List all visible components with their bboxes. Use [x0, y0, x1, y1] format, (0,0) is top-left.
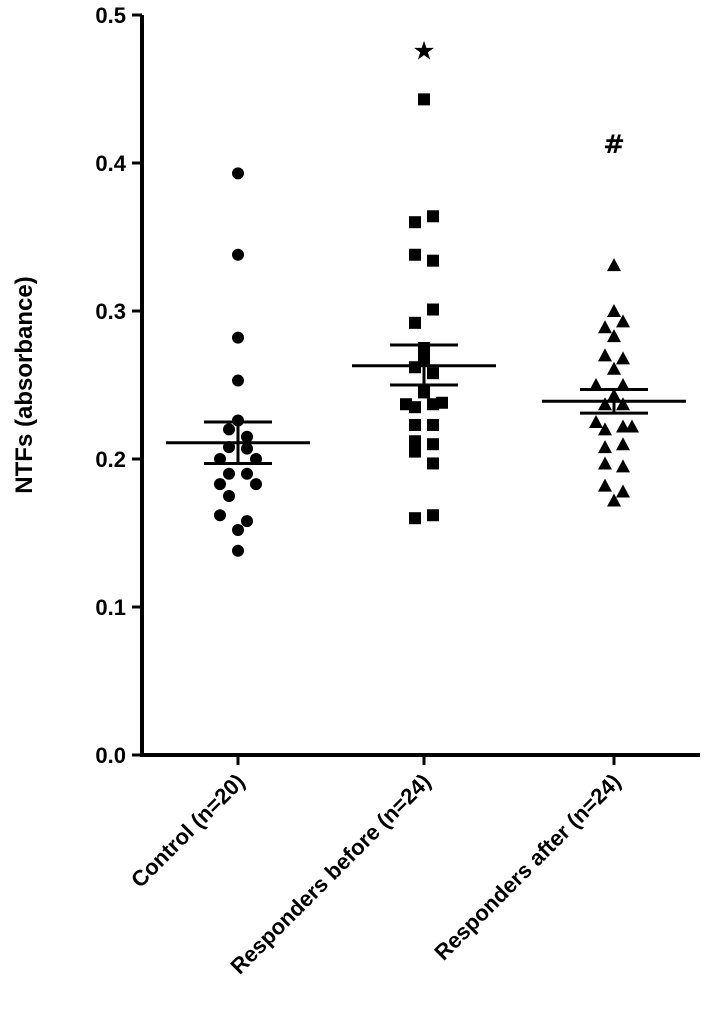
data-point-square [409, 512, 421, 525]
data-point-circle [250, 478, 262, 491]
data-point-square [427, 254, 439, 267]
data-point-circle [232, 544, 244, 557]
data-point-square [409, 248, 421, 261]
data-point-triangle [598, 422, 612, 436]
data-point-triangle [598, 348, 612, 362]
data-point-square [409, 435, 421, 448]
data-point-square [409, 401, 421, 414]
data-marks: ★# [166, 36, 686, 557]
data-point-triangle [616, 459, 630, 473]
data-point-square [427, 418, 439, 431]
data-point-triangle [589, 415, 603, 428]
data-point-square [418, 93, 430, 106]
data-point-triangle [598, 397, 612, 411]
data-point-triangle [589, 378, 603, 391]
data-point-square [427, 438, 439, 451]
data-point-circle [241, 430, 253, 443]
data-point-square [427, 457, 439, 470]
data-point-triangle [598, 320, 612, 334]
data-point-circle [214, 509, 226, 522]
data-point-circle [232, 374, 244, 387]
y-tick-label: 0.4 [95, 151, 126, 176]
data-point-triangle [607, 329, 621, 343]
data-point-triangle [598, 456, 612, 470]
x-category-label: Responders after (n=24) [429, 769, 625, 965]
data-point-circle [223, 467, 235, 480]
data-point-triangle [607, 493, 621, 507]
data-point-circle [241, 515, 253, 528]
data-point-square [418, 386, 430, 399]
data-point-circle [214, 478, 226, 491]
data-point-triangle [616, 437, 630, 451]
data-point-square [427, 509, 439, 522]
data-point-triangle [616, 314, 630, 328]
x-category-label: Control (n=20) [126, 769, 250, 893]
data-point-triangle [607, 258, 621, 272]
data-point-triangle [625, 419, 639, 433]
data-point-triangle [616, 484, 630, 498]
data-point-circle [232, 331, 244, 344]
data-point-circle [232, 248, 244, 261]
data-point-triangle [616, 378, 630, 391]
data-point-square [427, 210, 439, 223]
y-tick-label: 0.1 [95, 595, 126, 620]
data-point-square [409, 445, 421, 458]
data-point-triangle [607, 361, 621, 375]
x-category-label: Responders before (n=24) [226, 769, 436, 979]
y-axis-title: NTFs (absorbance) [11, 276, 38, 493]
y-tick-label: 0.3 [95, 299, 126, 324]
data-point-square [427, 367, 439, 380]
data-point-circle [223, 490, 235, 502]
data-point-square [427, 303, 439, 316]
y-tick-label: 0.0 [95, 743, 126, 768]
data-point-circle [241, 467, 253, 480]
data-point-circle [232, 524, 244, 537]
significance-annotation: ★ [412, 36, 435, 66]
data-point-square [409, 418, 421, 431]
data-point-triangle [607, 304, 621, 317]
data-point-square [409, 216, 421, 229]
data-point-triangle [598, 440, 612, 454]
y-tick-label: 0.5 [95, 3, 126, 28]
data-point-triangle [616, 397, 630, 411]
data-point-triangle [616, 419, 630, 433]
y-tick-label: 0.2 [95, 447, 126, 472]
data-point-square [409, 316, 421, 329]
data-point-triangle [616, 351, 630, 365]
data-point-square [436, 396, 448, 409]
data-point-triangle [598, 478, 612, 492]
significance-annotation: # [603, 130, 625, 160]
data-point-circle [241, 442, 253, 455]
data-point-circle [223, 423, 235, 436]
data-point-circle [232, 167, 244, 180]
